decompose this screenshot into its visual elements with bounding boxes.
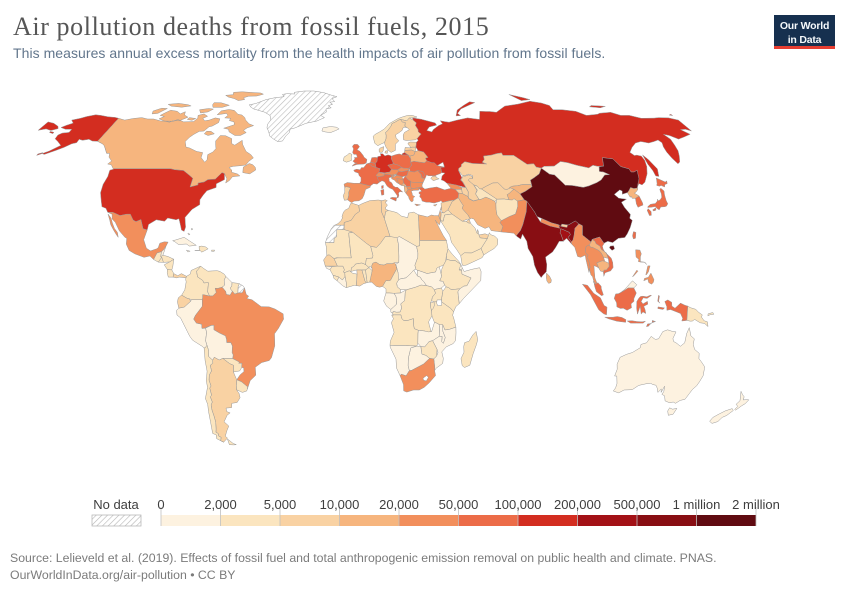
svg-text:500,000: 500,000 (614, 497, 661, 512)
svg-text:100,000: 100,000 (495, 497, 542, 512)
svg-text:10,000: 10,000 (320, 497, 360, 512)
svg-text:0: 0 (157, 497, 164, 512)
svg-text:1 million: 1 million (673, 497, 721, 512)
svg-text:5,000: 5,000 (264, 497, 297, 512)
svg-text:200,000: 200,000 (554, 497, 601, 512)
svg-text:No data: No data (93, 497, 139, 512)
svg-text:2 million: 2 million (732, 497, 780, 512)
svg-text:2,000: 2,000 (204, 497, 237, 512)
svg-text:50,000: 50,000 (439, 497, 479, 512)
svg-text:20,000: 20,000 (379, 497, 419, 512)
